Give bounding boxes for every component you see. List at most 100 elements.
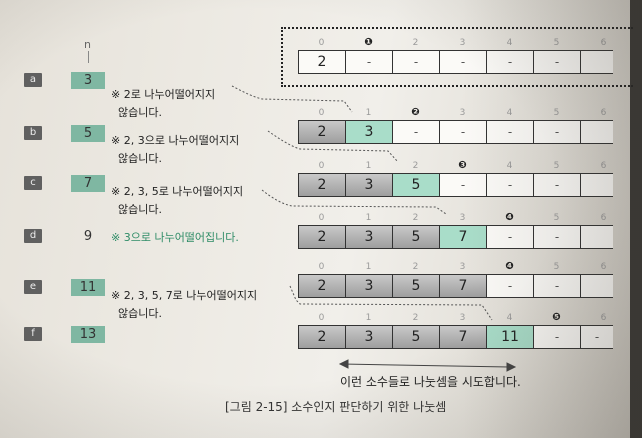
array-cell: - [534, 226, 581, 248]
array-index: 4 [506, 108, 513, 118]
array-index: ❺ [552, 312, 561, 323]
step-badge-d: d [24, 229, 42, 243]
array-index: 5 [553, 262, 560, 272]
array-index: 3 [459, 38, 466, 48]
figure-caption: [그림 2-15] 소수인지 판단하기 위한 나눗셈 [225, 400, 447, 414]
prime-array: 2 3 5 7 11- - [298, 325, 613, 349]
array-cell [581, 226, 613, 248]
array-cell [581, 51, 613, 73]
array-cell: - [487, 51, 534, 73]
array-cell: - [487, 174, 534, 196]
array-cell: - [594, 330, 600, 344]
array-cell: - [440, 51, 487, 73]
note-line: ※ 3으로 나누어떨어집니다. [111, 231, 239, 244]
array-index: 0 [318, 38, 325, 48]
array-cell: 2 [299, 275, 346, 297]
array-index: 3 [459, 213, 466, 223]
initial-array-dotted-frame [281, 27, 633, 87]
array-index: 6 [600, 262, 607, 272]
index-row: 0 1 2 3 ❹ 5 6 [298, 212, 627, 224]
array-cell: 3 [346, 226, 393, 248]
n-column-tick [88, 51, 89, 63]
n-value-e: 11 [71, 279, 105, 296]
array-index: 3 [459, 108, 466, 118]
array-cell: 2 [299, 121, 346, 143]
array-cell: 2 [299, 51, 346, 73]
array-index: 6 [600, 161, 607, 171]
array-cell: 11 [487, 326, 534, 348]
index-row: 0 1 2 3 ❹ 5 6 [298, 261, 627, 273]
array-index: ❶ [364, 37, 373, 48]
array-cell: - [440, 121, 487, 143]
n-value-d: 9 [83, 229, 93, 244]
array-index: 1 [365, 213, 372, 223]
array-cell: 2 [299, 326, 346, 348]
array-index: 0 [318, 313, 325, 323]
array-index: 0 [318, 108, 325, 118]
note-line: 않습니다. [118, 152, 162, 165]
range-arrow-left-head [338, 359, 349, 369]
array-cell: - [534, 326, 581, 348]
array-cell: 5 [393, 275, 440, 297]
step-badge-a: a [24, 73, 42, 87]
array-index: 1 [365, 108, 372, 118]
array-cell: 5 [393, 226, 440, 248]
step-badge-f: f [24, 327, 42, 341]
array-index: 5 [553, 161, 560, 171]
note-line: ※ 2, 3, 5로 나누어떨어지지 [111, 185, 244, 198]
array-cell: - [487, 275, 534, 297]
note-line: 않습니다. [118, 106, 162, 119]
array-index: 2 [412, 38, 419, 48]
array-index: 3 [459, 262, 466, 272]
array-index: ❹ [505, 212, 514, 223]
note-line: 않습니다. [118, 307, 162, 320]
array-index: 6 [600, 213, 607, 223]
array-cell: - [440, 174, 487, 196]
array-cell: 3 [346, 326, 393, 348]
n-column-header: n [84, 38, 91, 51]
array-cell: 3 [346, 275, 393, 297]
array-cell: 3 [346, 121, 393, 143]
array-cell: - [534, 51, 581, 73]
array-index: 5 [553, 108, 560, 118]
array-cell: - [346, 51, 393, 73]
page-edge-shadow [630, 0, 642, 438]
index-row: 0 1 2 3 4 ❺ 6 [298, 312, 627, 324]
array-cell: 7 [440, 275, 487, 297]
array-cell [581, 174, 613, 196]
array-index: 5 [553, 38, 560, 48]
prime-array: 2----- [298, 50, 613, 74]
array-index: 4 [506, 313, 513, 323]
array-cell: 5 [393, 326, 440, 348]
note-line: 않습니다. [118, 203, 162, 216]
array-cell: - [487, 121, 534, 143]
array-index: ❹ [505, 261, 514, 272]
array-cell [581, 275, 613, 297]
index-row: 0 1 ❷ 3 4 5 6 [298, 107, 627, 119]
index-row: 0 ❶ 2 3 4 5 6 [298, 37, 627, 49]
array-cell: 7 [440, 226, 487, 248]
array-cell: 2 [299, 174, 346, 196]
array-index: 5 [553, 213, 560, 223]
array-index: 6 [600, 38, 607, 48]
array-index: 0 [318, 262, 325, 272]
note-line: ※ 2, 3, 5, 7로 나누어떨어지지 [111, 289, 258, 302]
n-value-c: 7 [71, 175, 105, 192]
range-arrow-right-head [506, 362, 517, 372]
array-cell [581, 121, 613, 143]
array-index: 0 [318, 161, 325, 171]
array-index: 2 [412, 313, 419, 323]
note-d: ※ 3으로 나누어떨어집니다. [111, 229, 239, 247]
range-arrow-line [341, 363, 513, 368]
array-cell: - [393, 121, 440, 143]
note-a: ※ 2로 나누어떨어지지 않습니다. [111, 86, 215, 122]
array-index: 6 [600, 108, 607, 118]
array-index: 4 [506, 38, 513, 48]
array-index: ❷ [411, 107, 420, 118]
array-index: 1 [365, 161, 372, 171]
